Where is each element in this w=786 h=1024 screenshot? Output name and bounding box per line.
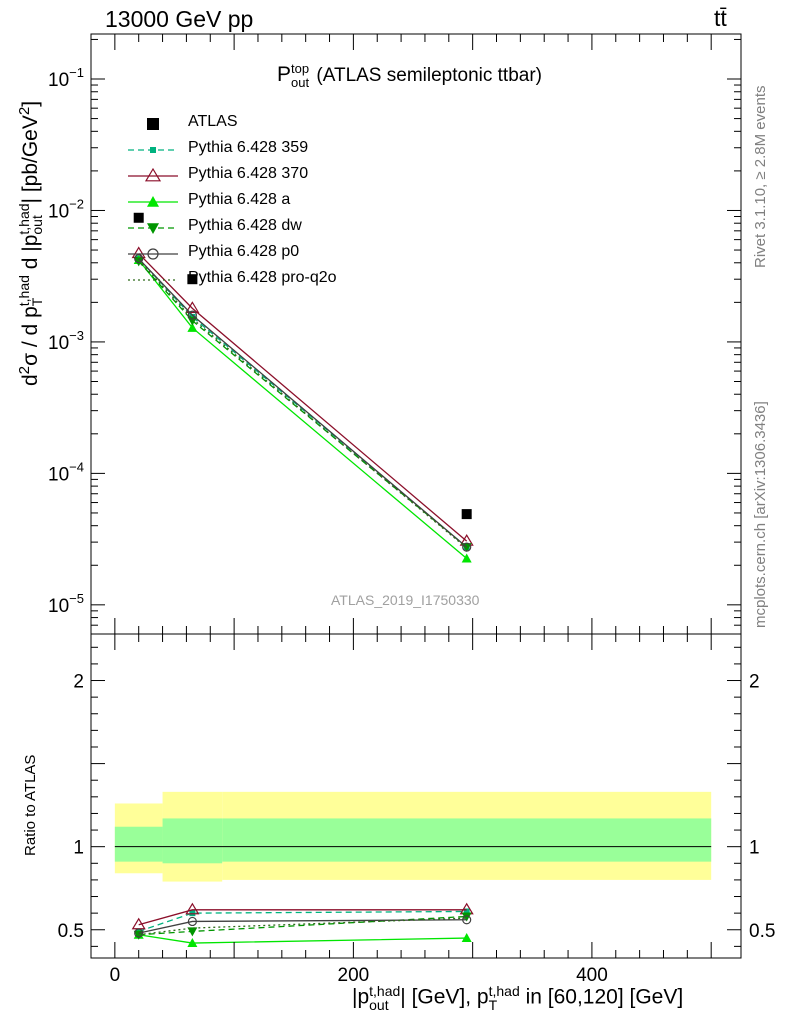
uncertainty-band-inner: [114, 826, 163, 862]
ratio-line-3: [138, 915, 467, 936]
ratio-point-4: [187, 916, 197, 927]
legend-label: Pythia 6.428 359: [188, 139, 309, 156]
process-label: tt̄: [714, 5, 727, 31]
ratio-point-4: [462, 915, 472, 925]
y-tick-label: 10−3: [48, 328, 84, 354]
series-line-1: [138, 253, 468, 542]
y-tick-label: 10−2: [48, 196, 84, 222]
ratio-point-3: [461, 912, 472, 922]
data-point: [461, 509, 472, 520]
ratio-y-tick-label: 2: [73, 672, 84, 693]
ratio-point-3: [187, 927, 198, 937]
data-point: [133, 212, 144, 223]
ratio-plot-frame: [90, 633, 742, 959]
legend-marker: [147, 196, 159, 207]
title-sub: out: [291, 75, 310, 90]
x-tick-label: 200: [338, 965, 370, 986]
main-y-axis-label: d2σ / d p t,had T d |p t,had out | [pb/GeV2]: [16, 100, 46, 386]
legend-marker: [144, 167, 162, 182]
ratio-point-1: [185, 902, 200, 915]
legend-marker: [147, 248, 159, 260]
ratio-point-2: [187, 938, 198, 948]
series-line-4: [138, 258, 468, 548]
data-point: [187, 274, 198, 285]
title-main: P: [277, 63, 292, 87]
ratio-y-tick-label-right: 1: [749, 838, 760, 859]
ratio-y-tick-label: 0.5: [58, 921, 84, 942]
uncertainty-band-inner: [162, 818, 223, 864]
ratio-line-2: [138, 934, 467, 944]
legend-marker: [147, 223, 159, 234]
ratio-point-2: [461, 933, 472, 943]
legend-label: Pythia 6.428 pro-q2o: [188, 269, 337, 286]
legend-label: Pythia 6.428 dw: [188, 217, 302, 234]
ratio-point-4: [134, 928, 144, 938]
analysis-watermark: ATLAS_2019_I1750330: [331, 592, 480, 608]
series-point-2: [461, 553, 472, 563]
series-line-5: [138, 259, 468, 549]
energy-label: 13000 GeV pp: [105, 6, 254, 32]
y-tick-label: 10−1: [48, 65, 84, 91]
ratio-y-axis-label: Ratio to ATLAS: [22, 754, 39, 856]
legend-marker: [150, 147, 156, 153]
legend-label: Pythia 6.428 p0: [188, 243, 300, 260]
series-point-2: [187, 322, 198, 332]
uncertainty-band-inner: [222, 818, 712, 862]
series-point-4: [134, 254, 144, 264]
series-point-4: [462, 542, 472, 552]
series-point-3: [133, 257, 144, 267]
ratio-y-tick-label-right: 0.5: [749, 921, 775, 942]
series-line-0: [138, 258, 468, 548]
mcplots-label: mcplots.cern.ch [arXiv:1306.3436]: [752, 401, 769, 628]
legend-label: Pythia 6.428 370: [188, 165, 309, 182]
series-point-4: [187, 310, 197, 320]
rivet-label: Rivet 3.1.10, ≥ 2.8M events: [752, 85, 769, 269]
x-axis-label: |p t,had out | [GeV], p t,had T in [60,120] […: [352, 983, 684, 1013]
ratio-y-tick-label-right: 2: [749, 672, 760, 693]
series-point-1: [185, 301, 200, 313]
y-tick-label: 10−4: [48, 459, 84, 485]
legend-label: Pythia 6.428 a: [188, 191, 291, 208]
ratio-line-4: [138, 919, 467, 934]
x-tick-label: 0: [110, 965, 121, 986]
y-tick-label: 10−5: [48, 591, 84, 617]
x-tick-label: 400: [576, 965, 608, 986]
title-rest: (ATLAS semileptonic ttbar): [311, 65, 542, 87]
legend-marker: [147, 118, 159, 130]
series-point-3: [187, 316, 198, 326]
ratio-y-tick-label: 1: [73, 838, 84, 859]
legend-label: ATLAS: [188, 113, 238, 130]
ratio-line-1: [138, 909, 467, 926]
title-sup: top: [291, 61, 310, 76]
ratio-point-0: [463, 908, 470, 915]
ratio-point-0: [189, 910, 196, 917]
